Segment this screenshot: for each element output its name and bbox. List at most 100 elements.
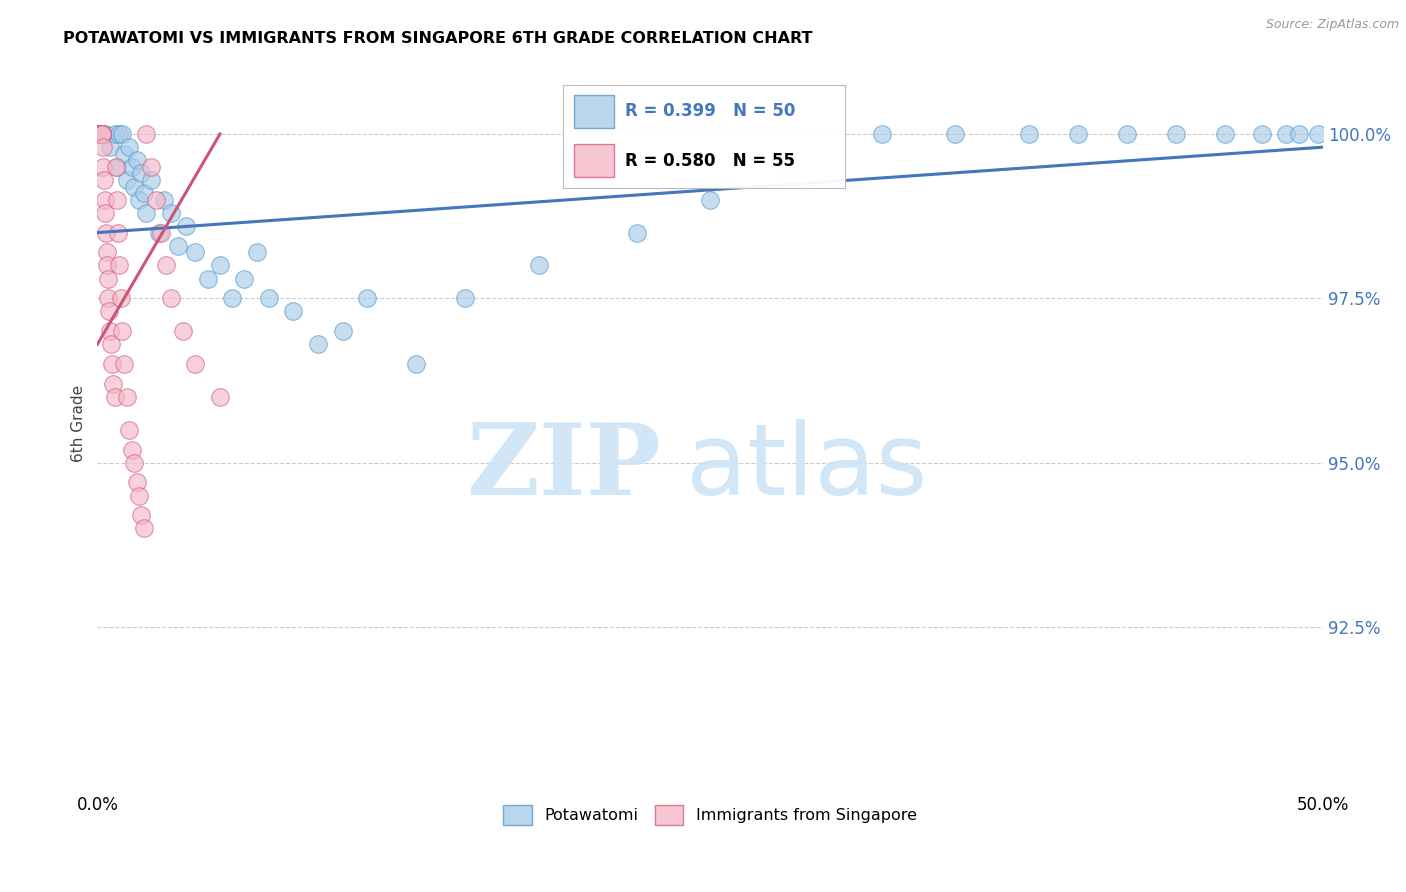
- Point: [1288, 127, 1310, 141]
- Point: [89, 127, 111, 141]
- Point: [103, 390, 125, 404]
- Point: [155, 259, 177, 273]
- Point: [135, 127, 157, 141]
- Point: [90, 127, 112, 141]
- Point: [121, 442, 143, 457]
- Point: [405, 357, 427, 371]
- Legend: Potawatomi, Immigrants from Singapore: Potawatomi, Immigrants from Singapore: [496, 799, 924, 831]
- Point: [699, 193, 721, 207]
- Point: [141, 160, 163, 174]
- Point: [122, 179, 145, 194]
- Point: [93, 160, 115, 174]
- Point: [97, 271, 120, 285]
- Point: [87, 127, 110, 141]
- Point: [122, 456, 145, 470]
- Point: [1067, 127, 1090, 141]
- Point: [125, 153, 148, 168]
- Point: [128, 193, 150, 207]
- Point: [91, 127, 114, 141]
- Point: [90, 127, 112, 141]
- Point: [527, 259, 550, 273]
- Point: [772, 160, 794, 174]
- Point: [121, 160, 143, 174]
- Point: [1164, 127, 1187, 141]
- Point: [184, 245, 207, 260]
- Point: [89, 127, 111, 141]
- Point: [152, 193, 174, 207]
- Point: [160, 291, 183, 305]
- Point: [90, 127, 112, 141]
- Point: [100, 337, 122, 351]
- Point: [112, 357, 135, 371]
- Point: [97, 291, 120, 305]
- Point: [257, 291, 280, 305]
- Point: [89, 127, 111, 141]
- Point: [141, 173, 163, 187]
- Point: [90, 127, 112, 141]
- Point: [197, 271, 219, 285]
- Point: [167, 239, 190, 253]
- Point: [131, 166, 153, 180]
- Text: POTAWATOMI VS IMMIGRANTS FROM SINGAPORE 6TH GRADE CORRELATION CHART: POTAWATOMI VS IMMIGRANTS FROM SINGAPORE …: [63, 31, 813, 46]
- Point: [945, 127, 967, 141]
- Point: [96, 259, 118, 273]
- Point: [131, 508, 153, 523]
- Point: [103, 376, 125, 391]
- Point: [283, 304, 305, 318]
- Point: [208, 259, 231, 273]
- Point: [1018, 127, 1040, 141]
- Y-axis label: 6th Grade: 6th Grade: [72, 384, 86, 462]
- Point: [108, 259, 131, 273]
- Point: [105, 193, 128, 207]
- Point: [93, 173, 115, 187]
- Point: [108, 127, 131, 141]
- Point: [246, 245, 269, 260]
- Point: [150, 226, 173, 240]
- Point: [1213, 127, 1236, 141]
- Text: Source: ZipAtlas.com: Source: ZipAtlas.com: [1265, 18, 1399, 31]
- Point: [90, 127, 112, 141]
- Point: [221, 291, 243, 305]
- Point: [1275, 127, 1298, 141]
- Point: [870, 127, 893, 141]
- Point: [107, 226, 129, 240]
- Point: [172, 324, 194, 338]
- Point: [89, 127, 111, 141]
- Point: [103, 127, 125, 141]
- Point: [111, 127, 134, 141]
- Point: [148, 226, 170, 240]
- Point: [94, 226, 117, 240]
- Point: [132, 521, 155, 535]
- Point: [96, 245, 118, 260]
- Point: [454, 291, 477, 305]
- Point: [98, 304, 121, 318]
- Text: ZIP: ZIP: [467, 419, 661, 516]
- Point: [93, 127, 115, 141]
- Point: [112, 146, 135, 161]
- Point: [233, 271, 256, 285]
- Point: [91, 127, 114, 141]
- Point: [184, 357, 207, 371]
- Point: [125, 475, 148, 490]
- Point: [110, 291, 132, 305]
- Point: [128, 489, 150, 503]
- Point: [115, 390, 138, 404]
- Point: [115, 173, 138, 187]
- Point: [1308, 127, 1330, 141]
- Point: [89, 127, 111, 141]
- Point: [135, 206, 157, 220]
- Point: [105, 160, 128, 174]
- Point: [98, 324, 121, 338]
- Point: [174, 219, 197, 233]
- Point: [118, 423, 141, 437]
- Point: [91, 140, 114, 154]
- Point: [101, 357, 124, 371]
- Point: [1116, 127, 1139, 141]
- Point: [356, 291, 378, 305]
- Point: [111, 324, 134, 338]
- Point: [93, 193, 115, 207]
- Point: [332, 324, 354, 338]
- Point: [87, 127, 110, 141]
- Point: [132, 186, 155, 201]
- Point: [626, 226, 648, 240]
